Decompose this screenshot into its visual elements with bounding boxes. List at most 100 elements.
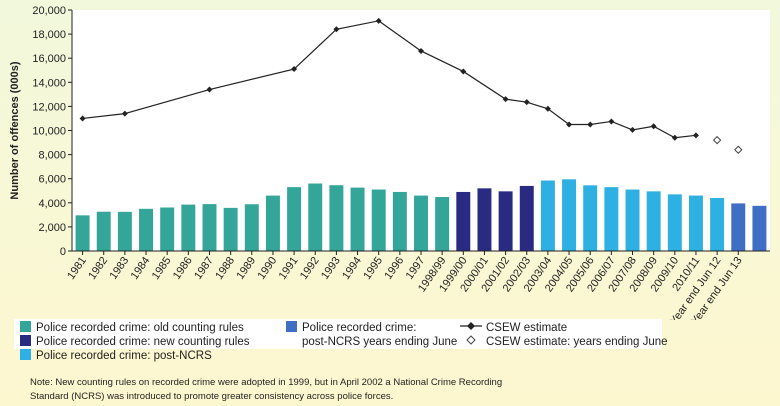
y-tick-label: 8,000 [38,150,66,162]
x-tick-label: 1985 [150,255,174,282]
bar [646,191,661,251]
bar [265,195,280,251]
bar [731,203,746,251]
legend-diamond-icon [466,335,476,345]
bar [583,185,598,251]
csew-point [121,110,128,117]
y-tick-label: 12,000 [32,101,66,113]
bar [435,197,450,251]
chart: 0 2,000 4,000 6,000 8,000 10,000 12,000 14,000 1… [9,5,770,320]
y-tick-label: 10,000 [32,126,66,138]
bar [456,191,471,251]
bar [139,208,154,251]
bar [308,183,323,251]
bars [75,179,767,251]
csew-line [79,17,743,154]
x-tick-label: 1989 [234,255,258,282]
csew-point [291,66,298,73]
bar [540,180,555,251]
legend-item-old-counting: Police recorded crime: old counting rule… [20,321,244,335]
bar [244,204,259,251]
x-tick-label: 1981 [65,255,89,282]
bar [181,204,196,251]
x-tick-label: 1992 [298,255,322,282]
y-tick-label: 18,000 [32,29,66,41]
y-tick-label: 16,000 [32,53,66,65]
bar [498,191,513,251]
csew-point [608,118,615,125]
y-axis: 0 2,000 4,000 6,000 8,000 10,000 12,000 14,000 1… [32,5,73,258]
legend-label-ncrs: Police recorded crime: post-NCRS [36,350,212,362]
bar [752,205,767,251]
y-axis-label: Number of offences (000s) [9,61,21,199]
csew-point [587,121,594,128]
legend-label-new: Police recorded crime: new counting rule… [36,336,250,348]
bar [414,195,428,251]
bar [477,188,492,251]
legend-label-june: Police recorded crime: [302,322,417,334]
y-tick-label: 14,000 [32,77,66,89]
x-tick-label: 1996 [382,255,406,282]
bar [202,204,217,251]
x-tick-label: 1993 [319,255,343,282]
bar [350,187,365,251]
bar [392,191,407,251]
legend: Police recorded crime: old counting rule… [14,319,668,362]
x-tick-label: 1987 [192,255,216,282]
csew-point [629,126,636,133]
legend-swatch-new [20,335,31,346]
csew-point [418,47,424,54]
csew-point [671,134,678,141]
csew-point [523,99,530,106]
bar [519,185,534,251]
csew-series-line [82,20,697,139]
footnote-line-2: Standard (NCRS) was introduced to promot… [30,391,394,402]
x-tick-label: 1982 [86,255,110,282]
y-tick-label: 4,000 [38,198,66,210]
csew-point [692,132,699,139]
x-tick-label: 1984 [129,255,153,282]
bar [223,207,238,251]
y-tick-label: 6,000 [38,174,66,186]
csew-june-point [734,145,743,154]
x-tick-label: 1988 [213,255,237,282]
csew-point [79,115,86,122]
legend-swatch-old [20,321,31,332]
csew-june-point [712,135,722,145]
legend-item-csew-june: CSEW estimate: years ending June [460,335,668,349]
bar [604,187,619,251]
legend-item-new-counting: Police recorded crime: new counting rule… [20,335,250,349]
csew-point [650,123,657,130]
bar [371,189,386,251]
y-tick-label: 20,000 [32,5,66,17]
legend-swatch-ncrs [20,349,31,360]
y-tick-label: 2,000 [38,222,66,234]
legend-item-june-line2: post-NCRS years ending June [302,335,457,349]
x-tick-label: 1983 [107,255,131,282]
bar [710,197,725,251]
bar [117,211,132,251]
bar [329,185,344,251]
footnote-line-1: Note: New counting rules on recorded cri… [30,377,503,388]
bar [96,211,111,251]
x-tick-label: 1991 [277,255,301,282]
legend-swatch-june [286,321,297,332]
x-tick-label: 1986 [171,255,195,282]
csew-point [566,121,573,128]
legend-item-post-ncrs: Police recorded crime: post-NCRS [20,349,212,363]
bar [625,189,640,251]
x-tick-label: 1994 [340,255,364,282]
csew-point [544,105,551,112]
bar [75,215,90,251]
x-axis: 1981198219831984198519861987198819891990… [65,250,770,320]
legend-item-june: Police recorded crime: [286,321,416,335]
csew-point [333,26,340,33]
legend-line-icon [460,322,482,330]
bar [287,187,302,251]
legend-label-csew: CSEW estimate [486,322,568,334]
bar [688,195,703,251]
csew-point [206,86,213,93]
y-tick-label: 0 [60,246,66,258]
footnote: Note: New counting rules on recorded cri… [30,376,770,404]
bar [667,194,682,251]
